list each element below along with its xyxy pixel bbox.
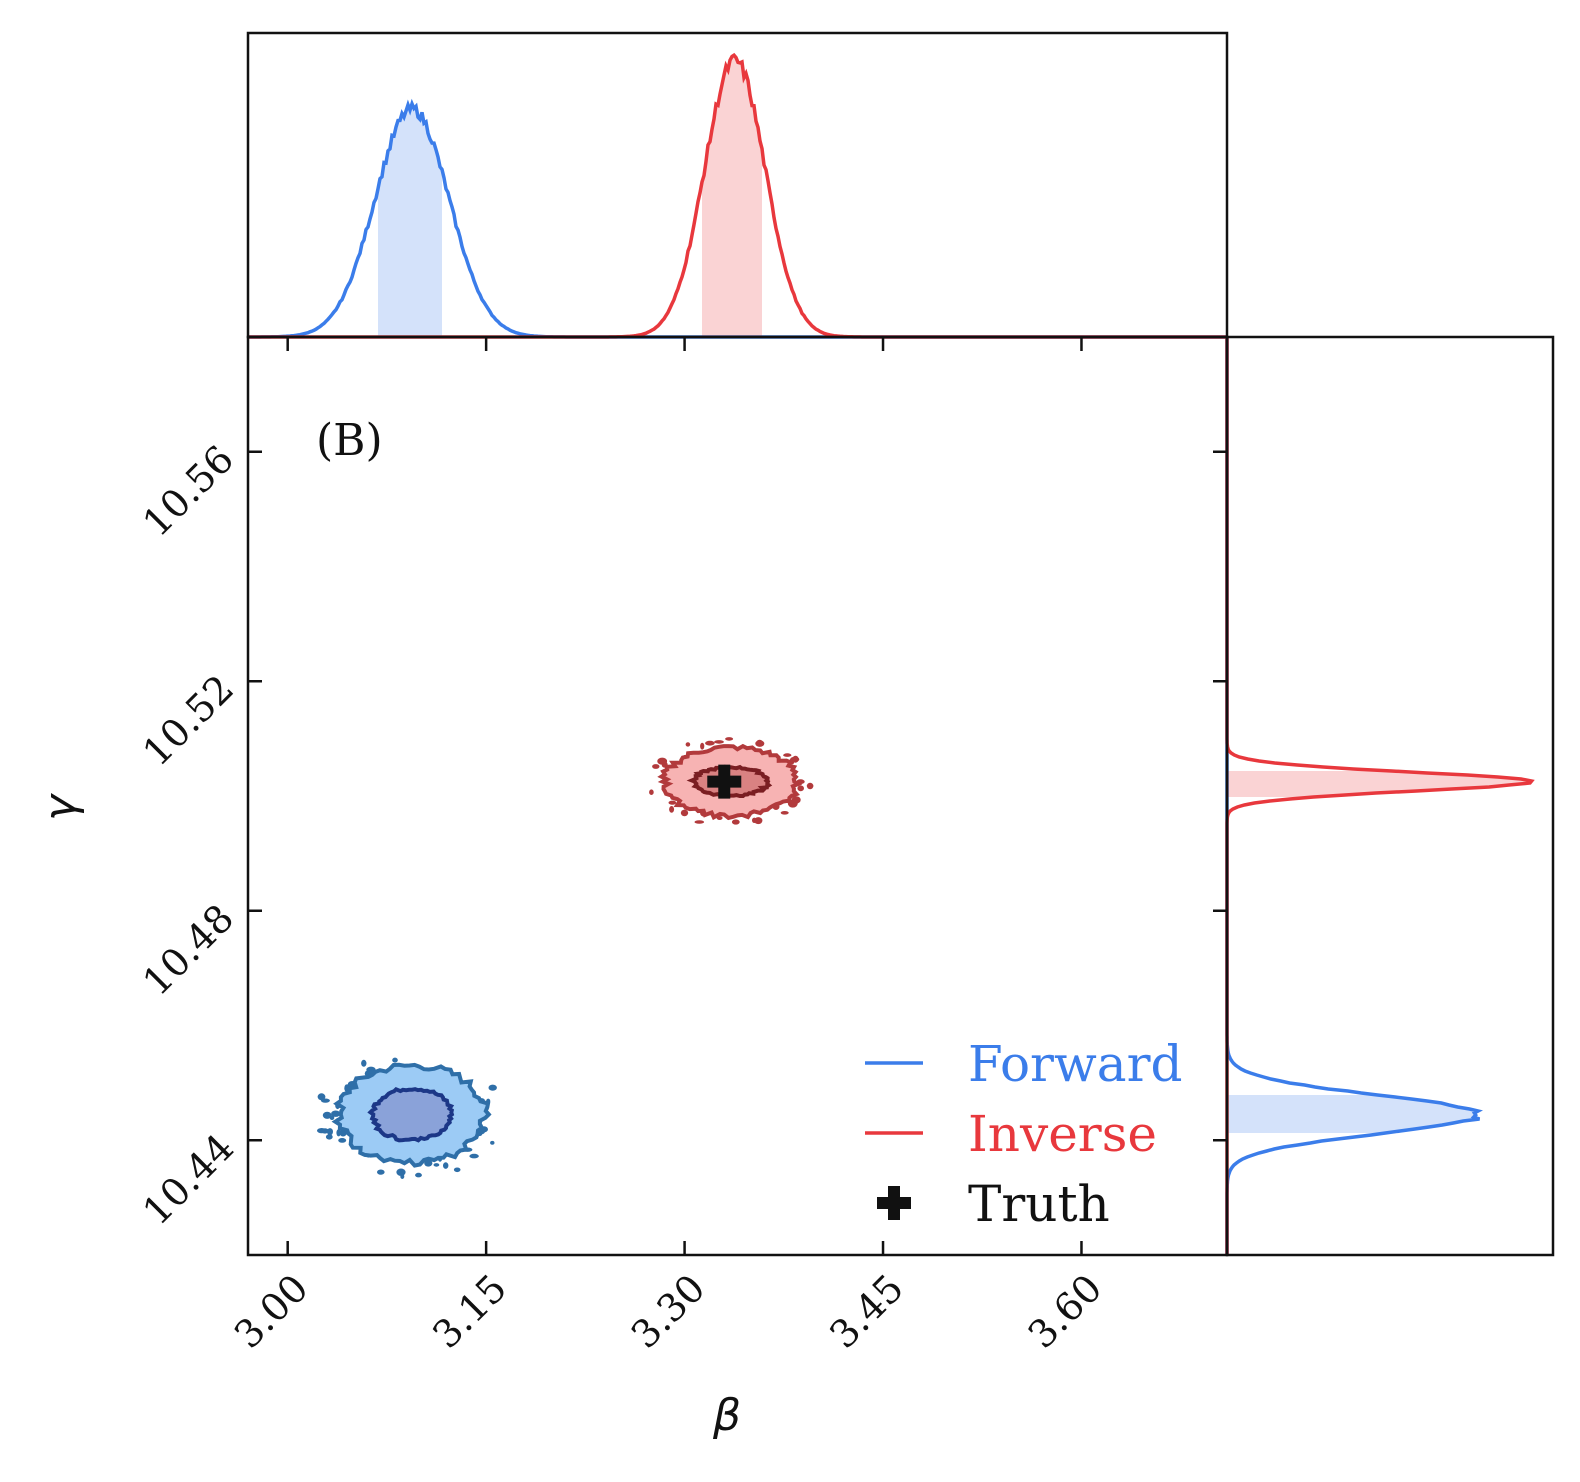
- legend-label-inverse: Inverse: [968, 1105, 1157, 1163]
- outlier-point: [714, 740, 724, 744]
- outlier-point: [806, 782, 814, 790]
- outlier-point: [338, 1138, 347, 1143]
- x-tick-label: 3.15: [424, 1266, 515, 1357]
- outlier-point: [792, 755, 799, 763]
- right-credible-band-forward: [1227, 1095, 1480, 1133]
- outlier-point: [783, 753, 792, 757]
- legend-label-forward: Forward: [968, 1035, 1182, 1093]
- outlier-point: [700, 742, 705, 750]
- outlier-point: [317, 1093, 326, 1101]
- outlier-point: [731, 819, 740, 825]
- outlier-point: [657, 757, 668, 765]
- top-marginal-panel: [246, 31, 1229, 339]
- contour-68-forward: [367, 1086, 455, 1143]
- outlier-point: [780, 811, 789, 815]
- outlier-point: [469, 1153, 479, 1159]
- x-tick-label: 3.00: [226, 1266, 317, 1357]
- joint-frame: [246, 335, 1229, 1257]
- contour-group-forward: [317, 1057, 497, 1179]
- y-axis-label: γ: [35, 793, 86, 821]
- y-tick-label: 10.44: [134, 1125, 242, 1233]
- x-tick-label: 3.45: [821, 1266, 912, 1357]
- top-credible-band-forward: [378, 103, 442, 337]
- outlier-point: [322, 1111, 332, 1119]
- outlier-point: [725, 737, 734, 741]
- legend-label-truth: Truth: [968, 1175, 1110, 1233]
- outlier-point: [400, 1174, 405, 1179]
- outlier-point: [443, 1162, 449, 1169]
- outlier-point: [377, 1169, 385, 1175]
- outlier-point: [649, 789, 654, 795]
- outlier-point: [361, 1059, 367, 1067]
- outlier-point: [415, 1172, 422, 1178]
- x-axis-label: β: [712, 1390, 741, 1441]
- outlier-point: [694, 820, 705, 824]
- outlier-point: [327, 1128, 333, 1136]
- y-tick-label: 10.48: [134, 896, 242, 1004]
- right-marginal-panel: [1225, 335, 1555, 1257]
- outlier-point: [453, 1167, 461, 1173]
- outlier-point: [754, 817, 763, 825]
- legend-swatch-truth: [877, 1186, 911, 1220]
- right-credible-band-inverse: [1227, 771, 1532, 797]
- outlier-point: [392, 1057, 398, 1063]
- outlier-point: [705, 740, 715, 746]
- outlier-point: [680, 809, 689, 817]
- outlier-point: [756, 739, 763, 746]
- y-tick-label: 10.52: [134, 666, 242, 774]
- outlier-point: [685, 742, 691, 747]
- outlier-point: [669, 806, 675, 813]
- legend: Forward Inverse Truth: [865, 1035, 1182, 1233]
- outlier-point: [433, 1163, 440, 1167]
- outlier-point: [331, 1110, 341, 1117]
- y-tick-label: 10.56: [134, 437, 242, 545]
- outlier-point: [488, 1084, 497, 1091]
- outlier-point: [325, 1134, 333, 1140]
- outlier-point: [668, 800, 677, 805]
- outlier-point: [652, 764, 660, 769]
- outlier-point: [317, 1128, 327, 1134]
- top-credible-band-inverse: [702, 55, 762, 337]
- outlier-point: [490, 1140, 495, 1145]
- panel-label: (B): [316, 415, 383, 466]
- truth-marker: [707, 764, 742, 799]
- outlier-point: [336, 1129, 341, 1137]
- outlier-point: [797, 785, 804, 792]
- outlier-point: [424, 1160, 433, 1167]
- x-tick-label: 3.60: [1020, 1266, 1111, 1357]
- x-tick-label: 3.30: [623, 1266, 714, 1357]
- outlier-point: [396, 1168, 406, 1176]
